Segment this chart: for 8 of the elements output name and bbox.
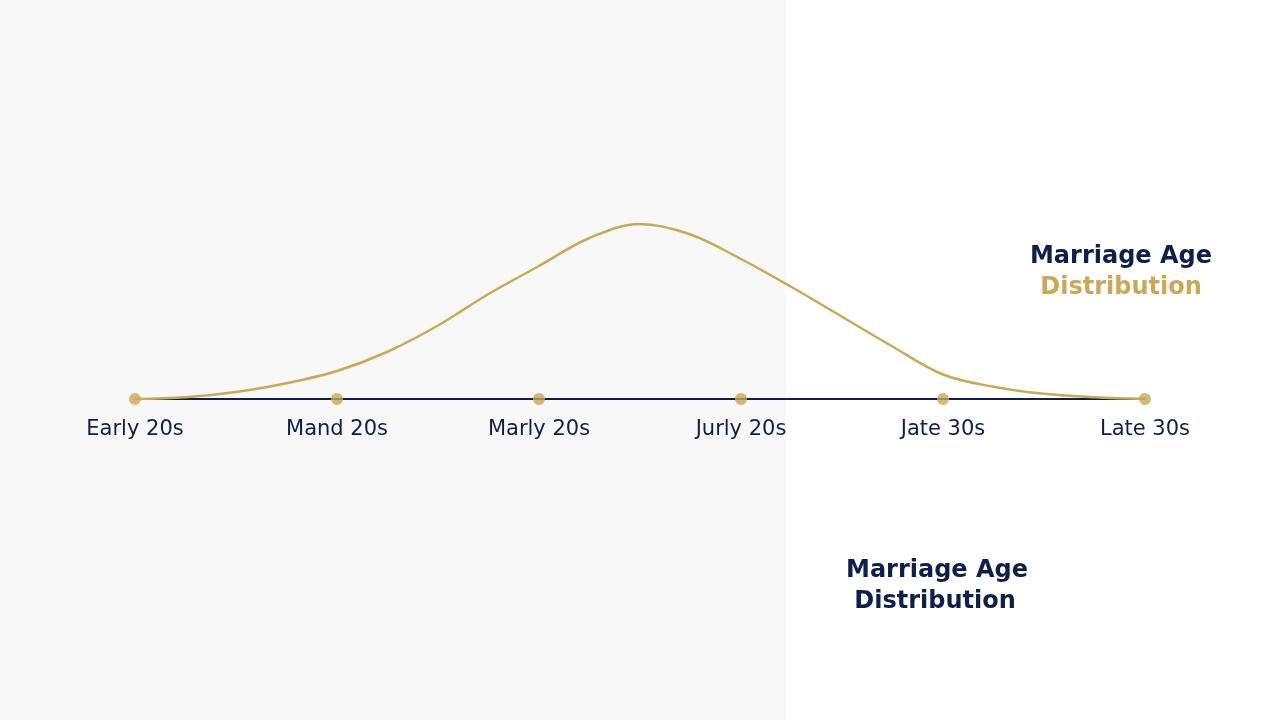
text: Marriage Age Distribution <box>846 554 1029 614</box>
x-tick-label: Early 20s <box>86 415 184 440</box>
x-tick-label: Jurly 20s <box>693 415 787 440</box>
x-tick-label: Marly 20s <box>487 415 591 440</box>
x-tick-label: Mand 20s <box>286 415 388 440</box>
text: Marriage Age Distribution <box>1029 241 1212 300</box>
x-tick-label: Jate 30s <box>898 415 986 440</box>
x-tick-label: Late 30s <box>1099 415 1191 440</box>
